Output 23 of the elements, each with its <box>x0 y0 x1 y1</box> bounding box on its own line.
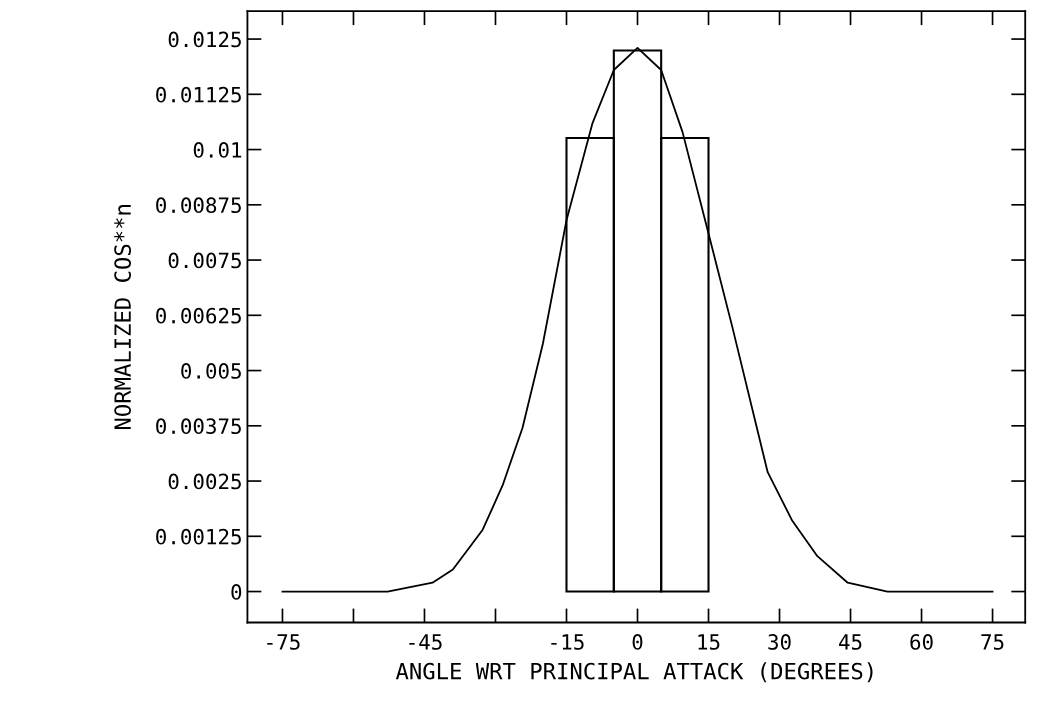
y-tick-label: 0.00375 <box>156 418 241 435</box>
x-tick-label: 60 <box>910 634 933 650</box>
y-tick-label: 0.00125 <box>156 528 241 545</box>
x-tick-label: 45 <box>839 634 862 650</box>
y-tick-label: 0.01125 <box>156 86 241 103</box>
x-tick-label: 0 <box>632 634 643 650</box>
x-tick-label: -75 <box>267 634 300 650</box>
x-tick-label: -15 <box>551 634 584 650</box>
x-tick-label: -45 <box>409 634 442 650</box>
y-tick-label: 0.00875 <box>156 197 241 214</box>
y-tick-label: 0.0125 <box>168 31 241 48</box>
y-tick-label: 0.01 <box>193 142 242 158</box>
y-tick-label: 0.0075 <box>168 252 241 269</box>
x-tick-label: 15 <box>698 634 720 650</box>
x-axis-title: ANGLE WRT PRINCIPAL ATTACK (DEGREES) <box>395 662 873 683</box>
y-tick-label: 0.005 <box>181 363 241 379</box>
line-series <box>281 46 994 593</box>
y-axis-title: NORMALIZED COS**n <box>114 205 132 430</box>
y-tick-label: 0.0025 <box>168 473 241 490</box>
y-tick-label: 0.00625 <box>156 307 241 324</box>
y-tick-label: 0 <box>231 584 242 600</box>
x-tick-label: 75 <box>981 634 1004 650</box>
x-tick-label: 30 <box>768 634 791 650</box>
